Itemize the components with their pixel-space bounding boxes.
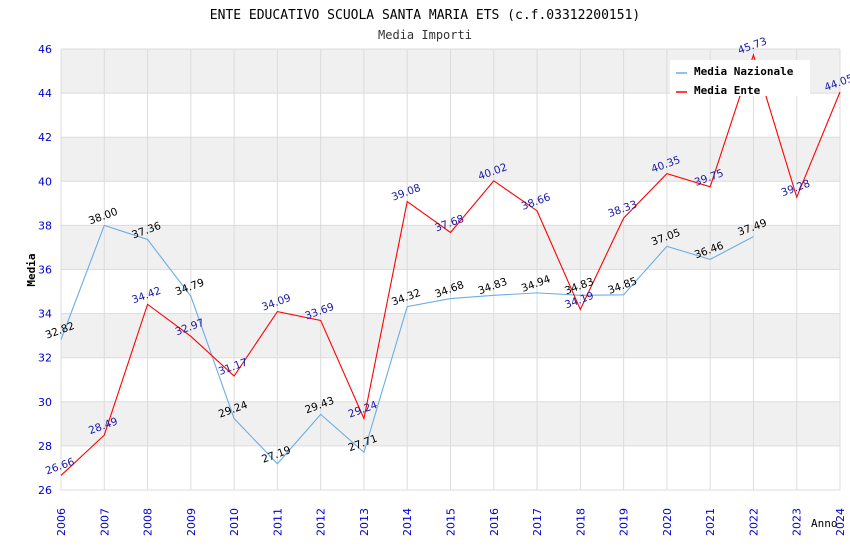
- x-tick-label: 2020: [661, 508, 674, 536]
- chart-gridlines: [60, 48, 841, 491]
- data-label: 34.83: [477, 276, 509, 298]
- chart-title: ENTE EDUCATIVO SCUOLA SANTA MARIA ETS (c…: [210, 8, 640, 23]
- y-tick-label: 40: [38, 175, 52, 188]
- x-tick-label: 2013: [358, 508, 371, 536]
- data-label: 38.00: [87, 206, 119, 228]
- y-axis-label: Media: [25, 253, 38, 286]
- x-tick-label: 2018: [574, 508, 587, 536]
- data-label: 38.33: [606, 199, 638, 221]
- y-tick-label: 42: [38, 131, 52, 144]
- x-axis-label: Anno: [811, 517, 838, 530]
- x-tick-label: 2006: [55, 508, 68, 536]
- y-tick-label: 38: [38, 219, 52, 232]
- series-lines: [60, 53, 841, 476]
- y-tick-label: 26: [38, 484, 52, 497]
- chart-legend: Media Nazionale Media Ente: [670, 60, 810, 97]
- data-label: 39.08: [390, 182, 422, 204]
- y-axis-ticks: 26 28 30 32 34 36 38 40 42 44 46: [38, 43, 52, 497]
- data-label: 34.32: [390, 287, 422, 309]
- y-tick-label: 34: [38, 308, 52, 321]
- x-tick-label: 2012: [315, 508, 328, 536]
- x-axis-ticks: 2006 2007 2008 2009 2010 2011 2012 2013 2014 2015…: [55, 508, 847, 536]
- data-label: 34.94: [520, 273, 553, 295]
- legend-label-media-nazionale: Media Nazionale: [694, 65, 794, 78]
- data-label: 34.42: [130, 285, 162, 307]
- x-tick-label: 2015: [445, 508, 458, 536]
- x-tick-label: 2014: [401, 508, 414, 536]
- y-tick-label: 28: [38, 440, 52, 453]
- x-tick-label: 2008: [142, 508, 155, 536]
- y-tick-label: 32: [38, 352, 52, 365]
- x-tick-label: 2024: [834, 508, 847, 536]
- chart-subtitle: Media Importi: [378, 28, 472, 42]
- legend-box: [670, 60, 810, 96]
- x-tick-label: 2022: [747, 508, 760, 536]
- x-tick-label: 2011: [271, 508, 284, 536]
- y-tick-label: 30: [38, 396, 52, 409]
- data-label: 38.66: [520, 191, 553, 213]
- y-tick-label: 36: [38, 264, 52, 277]
- data-label: 34.09: [260, 292, 292, 314]
- series-line-0: [60, 224, 754, 465]
- series-line-1: [60, 53, 841, 476]
- x-tick-label: 2017: [531, 508, 544, 536]
- x-tick-label: 2023: [791, 508, 804, 536]
- x-tick-label: 2007: [98, 508, 111, 536]
- x-tick-label: 2016: [488, 508, 501, 536]
- x-tick-label: 2019: [618, 508, 631, 536]
- x-tick-label: 2021: [704, 508, 717, 536]
- data-label: 34.85: [606, 275, 638, 297]
- x-tick-label: 2009: [185, 508, 198, 536]
- x-tick-label: 2010: [228, 508, 241, 536]
- y-tick-label: 44: [38, 87, 52, 100]
- legend-label-media-ente: Media Ente: [694, 84, 761, 97]
- data-label: 26.66: [44, 456, 77, 478]
- y-tick-label: 46: [38, 43, 52, 56]
